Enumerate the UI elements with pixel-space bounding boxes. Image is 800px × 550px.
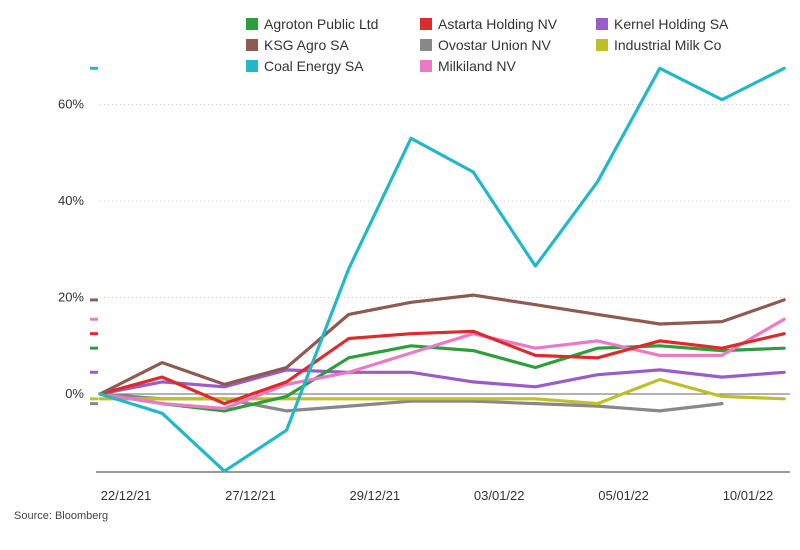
series-line — [98, 344, 786, 413]
legend-label: Industrial Milk Co — [614, 37, 722, 53]
y-tick-label: 60% — [58, 97, 84, 112]
legend-label: Astarta Holding NV — [438, 16, 558, 32]
legend-label: Ovostar Union NV — [438, 37, 551, 53]
legend-label: Coal Energy SA — [264, 58, 364, 74]
series-line — [98, 317, 786, 411]
legend-item: Kernel Holding SA — [596, 16, 728, 32]
legend-swatch — [596, 18, 608, 30]
y-tick-label: 0% — [65, 386, 84, 401]
legend-label: Kernel Holding SA — [614, 16, 729, 32]
x-tick-label: 10/01/22 — [723, 488, 774, 503]
legend-item: Industrial Milk Co — [596, 37, 721, 53]
x-tick-label: 29/12/21 — [349, 488, 400, 503]
legend-swatch — [420, 39, 432, 51]
legend-item: KSG Agro SA — [246, 37, 349, 53]
legend-label: KSG Agro SA — [264, 37, 349, 53]
legend-swatch — [420, 60, 432, 72]
legend-item: Milkiland NV — [420, 58, 516, 74]
legend-item: Astarta Holding NV — [420, 16, 557, 32]
y-tick-label: 40% — [58, 193, 84, 208]
x-tick-label: 27/12/21 — [225, 488, 276, 503]
series-line — [98, 293, 786, 396]
legend-swatch — [246, 39, 258, 51]
legend-label: Agroton Public Ltd — [264, 16, 379, 32]
source-note: Source: Bloomberg — [14, 510, 109, 522]
series-line — [98, 66, 786, 473]
legend-item: Agroton Public Ltd — [246, 16, 378, 32]
series-line — [98, 329, 786, 406]
legend-swatch — [246, 18, 258, 30]
legend-item: Coal Energy SA — [246, 58, 364, 74]
legend-swatch — [246, 60, 258, 72]
y-tick-label: 20% — [58, 290, 84, 305]
legend-swatch — [420, 18, 432, 30]
legend-label: Milkiland NV — [438, 58, 516, 74]
series-line — [98, 377, 786, 406]
legend-item: Ovostar Union NV — [420, 37, 551, 53]
series-line — [98, 368, 786, 396]
x-tick-label: 03/01/22 — [474, 488, 525, 503]
x-tick-label: 22/12/21 — [101, 488, 152, 503]
legend-swatch — [596, 39, 608, 51]
x-tick-label: 05/01/22 — [598, 488, 649, 503]
